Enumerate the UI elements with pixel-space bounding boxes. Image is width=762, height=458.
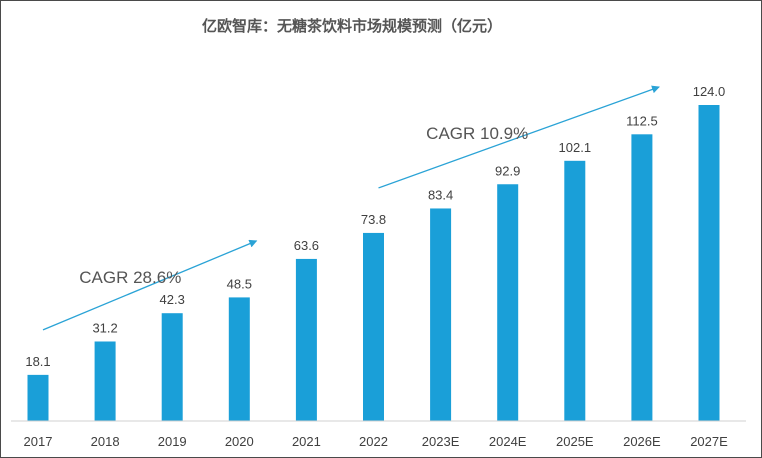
data-label-2027E: 124.0 [693,84,726,99]
annotation-layer: CAGR 28.6% CAGR 10.9% [42,85,660,331]
data-label-2017: 18.1 [25,354,50,369]
x-tick-2020: 2020 [225,434,254,449]
data-label-2024E: 92.9 [495,163,520,178]
x-tick-2025E: 2025E [556,434,594,449]
x-tick-2017: 2017 [24,434,53,449]
bar-2020 [228,297,250,421]
x-tick-2019: 2019 [158,434,187,449]
bar-2027E [698,105,720,421]
data-label-2022: 73.8 [361,212,386,227]
data-label-2023E: 83.4 [428,187,453,202]
cagr-label-2: CAGR 10.9% [426,124,528,143]
x-tick-2023E: 2023E [422,434,460,449]
data-label-2025E: 102.1 [559,140,592,155]
bar-2022 [363,232,384,421]
bar-2019 [161,313,183,421]
bar-2021 [295,258,317,421]
x-tick-2022: 2022 [359,434,388,449]
data-label-2026E: 112.5 [626,113,658,128]
x-tick-2027E: 2027E [690,434,728,449]
bar-2026E [631,134,653,421]
bar-2025E [564,160,586,421]
bars-layer: 18.1 2017 31.2 2018 42.3 2019 48.5 2020 63.6 2021… [24,84,729,449]
bar-2018 [94,341,116,421]
bar-2017 [27,374,49,421]
x-tick-2021: 2021 [292,434,321,449]
bar-2024E [497,184,519,421]
data-label-2018: 31.2 [92,320,117,335]
cagr-label-1: CAGR 28.6% [79,268,181,287]
data-label-2019: 42.3 [160,292,185,307]
x-tick-2018: 2018 [91,434,120,449]
chart-title: 亿欧智库：无糖茶饮料市场规模预测（亿元） [201,17,502,35]
x-tick-2024E: 2024E [489,434,527,449]
cagr-arrow-2 [378,85,660,189]
bar-2023E [430,208,452,421]
x-tick-2026E: 2026E [623,434,661,449]
data-label-2020: 48.5 [227,276,252,291]
data-label-2021: 63.6 [294,238,319,253]
cagr-arrow-1 [42,239,258,331]
